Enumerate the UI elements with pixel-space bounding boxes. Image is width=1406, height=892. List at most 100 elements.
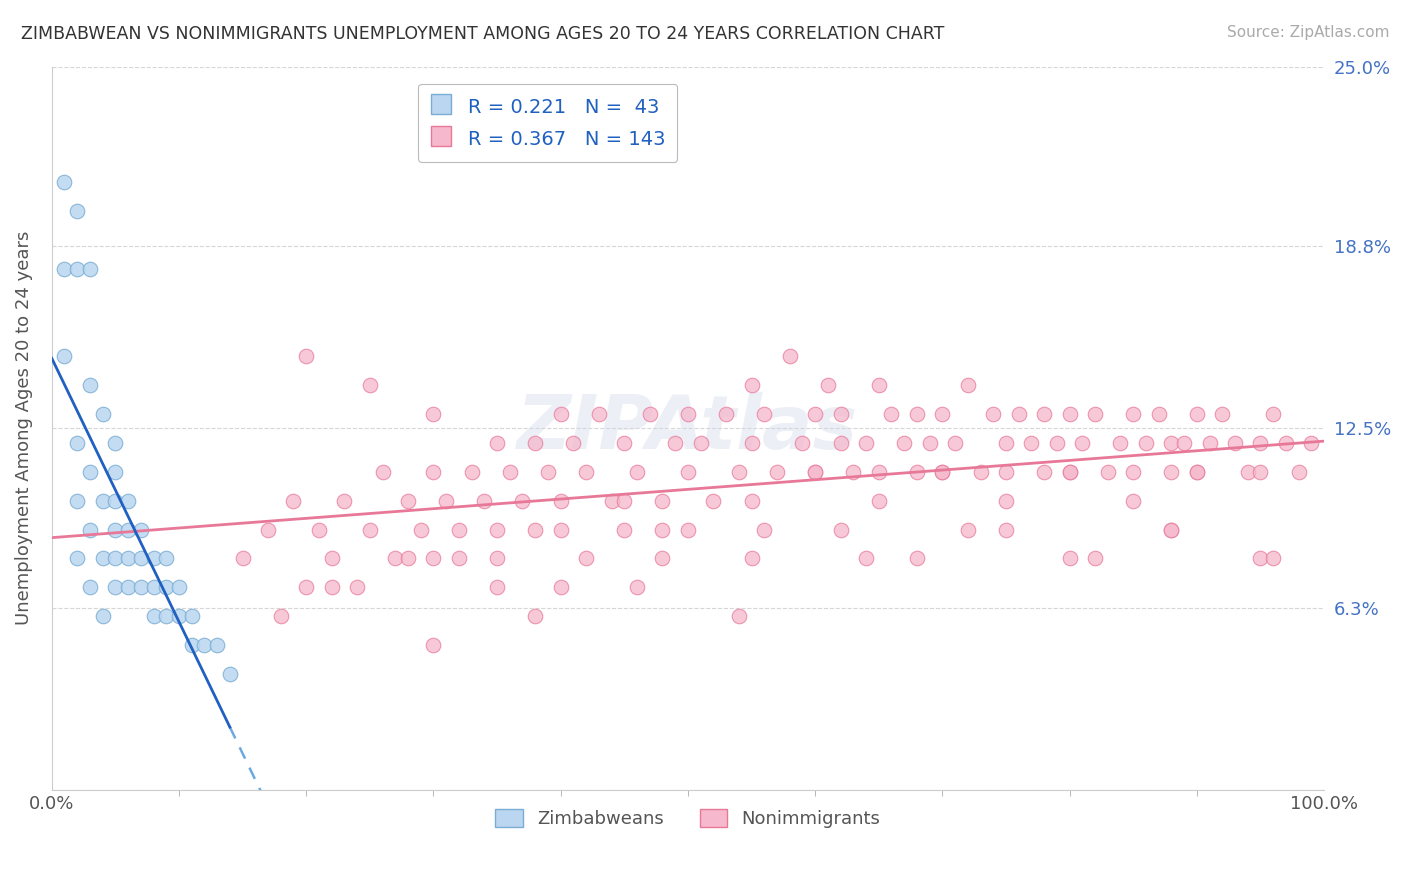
Point	[626, 581, 648, 595]
Point	[486, 551, 509, 566]
Point	[905, 407, 928, 421]
Point	[1263, 551, 1285, 566]
Point	[66, 204, 89, 219]
Point	[142, 581, 165, 595]
Point	[651, 551, 673, 566]
Point	[651, 523, 673, 537]
Point	[727, 465, 749, 479]
Point	[79, 465, 101, 479]
Point	[1122, 465, 1144, 479]
Point	[1122, 407, 1144, 421]
Point	[346, 581, 368, 595]
Point	[524, 435, 547, 450]
Point	[943, 435, 966, 450]
Point	[868, 465, 890, 479]
Point	[905, 465, 928, 479]
Point	[1160, 523, 1182, 537]
Point	[638, 407, 661, 421]
Point	[129, 523, 152, 537]
Point	[66, 493, 89, 508]
Point	[994, 465, 1017, 479]
Point	[740, 493, 762, 508]
Point	[486, 435, 509, 450]
Point	[1249, 435, 1271, 450]
Point	[79, 262, 101, 277]
Point	[422, 407, 444, 421]
Point	[1122, 493, 1144, 508]
Point	[1249, 551, 1271, 566]
Point	[600, 493, 623, 508]
Point	[830, 407, 852, 421]
Point	[321, 551, 343, 566]
Point	[740, 551, 762, 566]
Point	[651, 493, 673, 508]
Point	[1008, 407, 1031, 421]
Legend: Zimbabweans, Nonimmigrants: Zimbabweans, Nonimmigrants	[488, 801, 887, 835]
Point	[1059, 465, 1081, 479]
Point	[588, 407, 610, 421]
Point	[447, 551, 470, 566]
Point	[562, 435, 585, 450]
Point	[1046, 435, 1069, 450]
Point	[117, 523, 139, 537]
Point	[613, 523, 636, 537]
Point	[257, 523, 280, 537]
Point	[830, 435, 852, 450]
Point	[1059, 407, 1081, 421]
Point	[702, 493, 724, 508]
Point	[754, 407, 776, 421]
Point	[689, 435, 711, 450]
Point	[104, 493, 127, 508]
Point	[1084, 551, 1107, 566]
Point	[295, 581, 318, 595]
Point	[1071, 435, 1094, 450]
Point	[205, 638, 228, 652]
Point	[905, 551, 928, 566]
Point	[66, 435, 89, 450]
Point	[830, 523, 852, 537]
Point	[1249, 465, 1271, 479]
Point	[740, 377, 762, 392]
Point	[969, 465, 991, 479]
Point	[472, 493, 495, 508]
Point	[613, 493, 636, 508]
Point	[270, 609, 292, 624]
Point	[956, 377, 979, 392]
Point	[524, 609, 547, 624]
Point	[893, 435, 915, 450]
Point	[359, 523, 381, 537]
Point	[1059, 551, 1081, 566]
Point	[550, 523, 572, 537]
Point	[384, 551, 406, 566]
Point	[104, 551, 127, 566]
Point	[804, 465, 827, 479]
Point	[308, 523, 330, 537]
Point	[1084, 407, 1107, 421]
Point	[994, 435, 1017, 450]
Point	[664, 435, 686, 450]
Point	[575, 465, 598, 479]
Point	[486, 581, 509, 595]
Point	[104, 581, 127, 595]
Point	[1160, 523, 1182, 537]
Point	[283, 493, 305, 508]
Point	[91, 493, 114, 508]
Point	[994, 523, 1017, 537]
Point	[91, 609, 114, 624]
Point	[1033, 407, 1056, 421]
Point	[155, 581, 177, 595]
Point	[447, 523, 470, 537]
Point	[142, 551, 165, 566]
Point	[981, 407, 1004, 421]
Point	[129, 581, 152, 595]
Point	[53, 175, 76, 189]
Point	[1109, 435, 1132, 450]
Point	[792, 435, 814, 450]
Point	[1147, 407, 1170, 421]
Point	[1301, 435, 1323, 450]
Point	[129, 551, 152, 566]
Point	[1059, 465, 1081, 479]
Point	[1160, 435, 1182, 450]
Point	[1288, 465, 1310, 479]
Point	[779, 349, 801, 363]
